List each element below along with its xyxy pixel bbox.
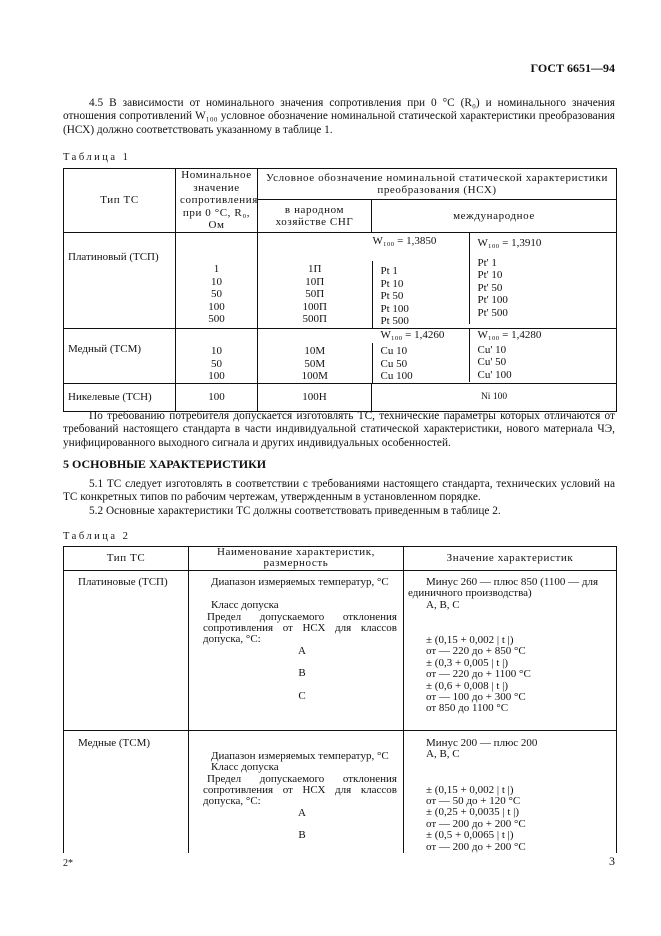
type-cell: Медный (ТСМ): [63, 327, 176, 384]
nominal-cell: 100: [175, 382, 258, 412]
table-row: Медные (ТСМ) Диапазон измеряемых темпера…: [63, 729, 617, 854]
paragraph-4-5: 4.5 В зависимости от номинального значен…: [63, 97, 615, 136]
limit-value: от — 200 до + 200 °С: [426, 817, 526, 830]
limit-value: ± (0,3 + 0,005 | t |): [426, 656, 509, 669]
range-label: Диапазон измеряемых температур, °С: [211, 749, 389, 762]
table-row: Медный (ТСМ) 10 50 100 10М 50М 100М W₁₀₀…: [63, 327, 617, 384]
t1-header-nominal: Номинальное значение сопротивления при 0…: [175, 168, 258, 233]
range-label: Диапазон измеряемых температур, °С: [211, 575, 389, 588]
class-value: A, B, C: [426, 598, 460, 611]
t2-header-type: Тип ТС: [63, 546, 189, 571]
class-c: C: [298, 689, 306, 702]
t1-header-type: Тип ТС: [63, 168, 176, 233]
cis-cell: 100Н: [257, 382, 372, 412]
w100-value: W₁₀₀ = 1,3850: [372, 234, 437, 247]
intl-cell: Ni 100: [371, 382, 617, 412]
table-row: Платиновые (ТСП) Диапазон измеряемых тем…: [63, 569, 617, 731]
class-label: Класс допуска: [211, 599, 279, 612]
limit-value: ± (0,15 + 0,002 | t |): [426, 634, 514, 647]
type-cell: Медные (ТСМ): [63, 729, 189, 854]
class-value: A, B, C: [426, 748, 460, 761]
intl-cell: Pt' 1 Pt' 10 Pt' 50 Pt' 100 Pt' 500: [477, 256, 508, 319]
nominal-cell: 10 50 100: [175, 327, 258, 384]
limit-value: от — 220 до + 850 °С: [426, 645, 526, 658]
cis-cell: 10М 50М 100М: [257, 327, 372, 384]
t1-header-intl: международное: [371, 199, 617, 233]
intl-cell: Cu' 10 Cu' 50 Cu' 100: [477, 343, 512, 381]
footer-mark: 2*: [63, 858, 73, 869]
limit-value: от — 220 до + 1100 °С: [426, 668, 531, 681]
limit-value: ± (0,15 + 0,002 | t |): [426, 783, 514, 796]
table2-caption: Таблица 2: [63, 531, 131, 542]
t2-header-name: Наименование характеристик, размерность: [188, 546, 404, 571]
limit-value: от — 200 до + 200 °С: [426, 840, 526, 853]
paragraph-5-1: 5.1 ТС следует изготовлять в соответстви…: [63, 478, 615, 504]
type-cell: Платиновые (ТСП): [63, 569, 189, 731]
limit-value: ± (0,25 + 0,0035 | t |): [426, 806, 520, 819]
table-row: Платиновый (ТСП) 1 10 50 100 500 1П 10П …: [63, 231, 617, 329]
limit-label: Предел допускаемого отклонения сопротивл…: [203, 610, 397, 646]
limit-value: ± (0,6 + 0,008 | t |): [426, 679, 509, 692]
cis-cell: 1П 10П 50П 100П 500П: [257, 231, 372, 329]
limit-value: ± (0,5 + 0,0065 | t |): [426, 829, 514, 842]
class-a: A: [298, 644, 306, 657]
range-value: Минус 200 — плюс 200: [426, 736, 538, 749]
page-number: 3: [609, 854, 615, 868]
paragraph-5-2: 5.2 Основные характеристики ТС должны со…: [89, 505, 501, 517]
limit-value: от — 50 до + 120 °С: [426, 795, 521, 808]
w100-value: W₁₀₀ = 1,4280: [477, 328, 542, 341]
table-1: Тип ТС Номинальное значение сопротивлени…: [63, 167, 617, 412]
t2-header-value: Значение характеристик: [403, 546, 617, 571]
class-a: A: [298, 806, 306, 819]
w100-value: W₁₀₀ = 1,3910: [477, 236, 542, 249]
t1-header-designation: Условное обозначение номинальной статиче…: [257, 167, 617, 201]
limit-value: от — 100 до + 300 °С: [426, 691, 526, 704]
standard-header: ГОСТ 6651—94: [530, 61, 616, 75]
section-5-title: 5 ОСНОВНЫЕ ХАРАКТЕРИСТИКИ: [63, 457, 267, 471]
w100-value: W₁₀₀ = 1,4260: [380, 328, 445, 341]
type-cell: Никелевые (ТСН): [63, 382, 176, 412]
type-cell: Платиновый (ТСП): [63, 231, 176, 329]
class-label: Класс допуска: [211, 761, 279, 774]
range-value: Минус 260 — плюс 850 (1100 — для единичн…: [408, 575, 599, 600]
nominal-cell: 1 10 50 100 500: [175, 231, 258, 329]
intl-cell: Cu 10 Cu 50 Cu 100: [380, 344, 413, 383]
limit-label: Предел допускаемого отклонения сопротивл…: [203, 772, 397, 808]
paragraph-consumer: По требованию потребителя допускается из…: [63, 410, 615, 449]
table-row: Никелевые (ТСН) 100 100Н Ni 100: [63, 382, 617, 412]
t1-header-cis: в народном хозяйстве СНГ: [257, 199, 372, 233]
table1-caption: Таблица 1: [63, 152, 131, 163]
intl-cell: Pt 1 Pt 10 Pt 50 Pt 100 Pt 500: [380, 264, 409, 328]
class-b: B: [298, 667, 306, 680]
class-b: B: [298, 829, 306, 842]
table-2: Тип ТС Наименование характеристик, разме…: [63, 546, 617, 854]
limit-value: от 850 до 1100 °С: [426, 702, 509, 715]
